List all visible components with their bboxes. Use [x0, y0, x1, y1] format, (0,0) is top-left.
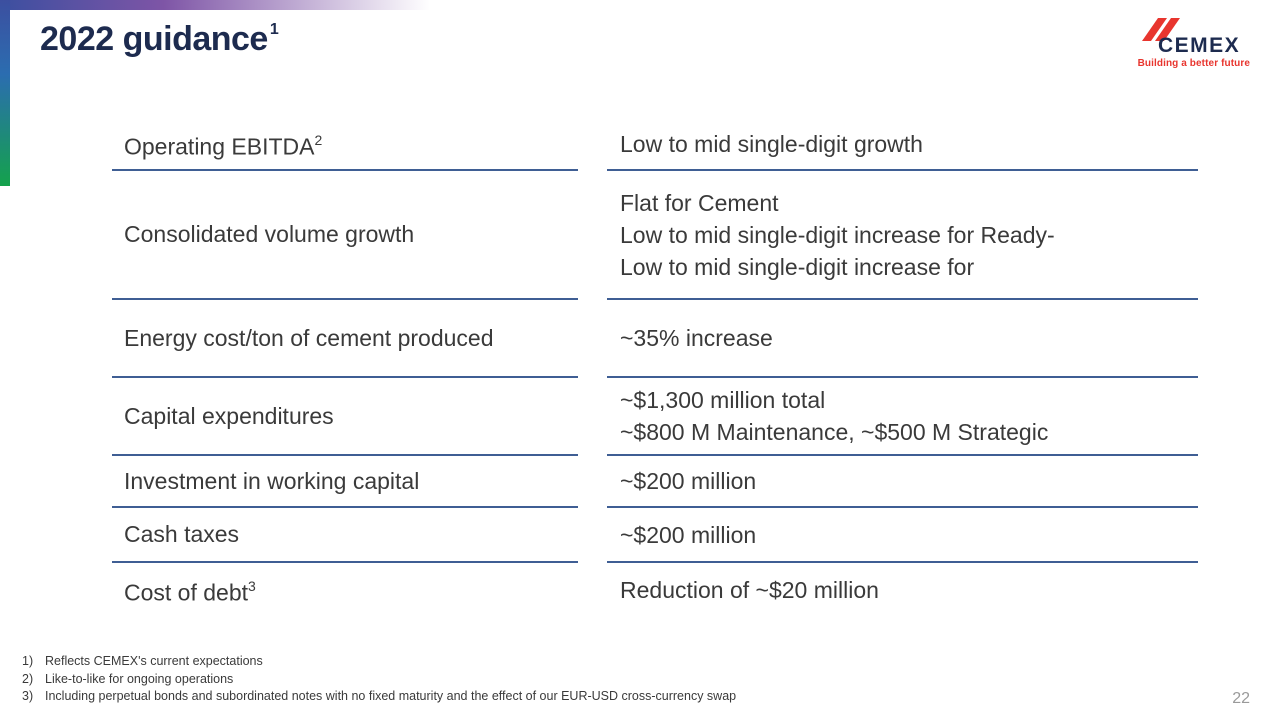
- row-value: ~35% increase: [607, 300, 1198, 378]
- row-value-line: Flat for Cement: [620, 189, 779, 216]
- row-label-superscript: 3: [248, 577, 256, 594]
- row-label: Cost of debt3: [112, 563, 578, 617]
- table-row: Cost of debt3 Reduction of ~$20 million: [112, 563, 1198, 617]
- page-title-superscript: 1: [269, 20, 279, 38]
- logo-slash-icon: [1142, 18, 1167, 41]
- row-value: ~$200 million: [607, 508, 1198, 563]
- top-accent-bar: [0, 0, 430, 10]
- footnote: 2) Like-to-like for ongoing operations: [22, 671, 736, 689]
- cemex-logo: CEMEX Building a better future: [1122, 14, 1250, 69]
- row-value-line: ~$200 million: [620, 521, 757, 548]
- table-row: Operating EBITDA2 Low to mid single-digi…: [112, 119, 1198, 171]
- footnote-text: Including perpetual bonds and subordinat…: [45, 689, 737, 703]
- row-value: Flat for Cement Low to mid single-digit i…: [607, 171, 1198, 300]
- row-label: Consolidated volume growth: [112, 171, 578, 300]
- row-value-line: ~$800 M Maintenance, ~$500 M Strategic: [620, 419, 1049, 445]
- footnote-number: 2): [22, 671, 34, 686]
- row-value-line: ~35% increase: [620, 325, 773, 351]
- page-title: 2022 guidance 1: [40, 20, 279, 59]
- row-label: Capital expenditures: [112, 378, 578, 456]
- table-row: Investment in working capital ~$200 mill…: [112, 456, 1198, 508]
- row-label-text: Capital expenditures: [124, 402, 334, 429]
- footnote-number: 3): [22, 689, 34, 703]
- footnotes: 1) Reflects CEMEX's current expectations…: [22, 653, 736, 706]
- table-row: Cash taxes ~$200 million: [112, 508, 1198, 563]
- row-value-line: Low to mid single-digit increase for Rea…: [620, 221, 1055, 248]
- row-value-line: Low to mid single-digit increase for: [620, 253, 975, 280]
- cemex-logo-mark: CEMEX: [1142, 18, 1240, 57]
- row-value: Low to mid single-digit growth: [607, 119, 1198, 171]
- row-label: Cash taxes: [112, 508, 578, 563]
- row-label-text: Operating EBITDA: [124, 133, 315, 160]
- row-value-line: ~$200 million: [620, 468, 757, 494]
- row-label-text: Cash taxes: [124, 521, 240, 547]
- row-value-line: ~$1,300 million total: [620, 387, 826, 413]
- footnote: 1) Reflects CEMEX's current expectations: [22, 653, 736, 671]
- row-label-text: Consolidated volume growth: [124, 221, 415, 247]
- page-title-text: 2022 guidance: [40, 20, 268, 58]
- row-value: ~$200 million: [607, 456, 1198, 508]
- row-label: Investment in working capital: [112, 456, 578, 508]
- row-label-superscript: 2: [314, 131, 323, 148]
- page-number: 22: [1232, 690, 1250, 707]
- row-label-text: Energy cost/ton of cement produced: [124, 324, 494, 351]
- logo-slash-icon: [1155, 18, 1180, 41]
- row-value-line: Reduction of ~$20 million: [620, 577, 879, 603]
- row-label-text: Cost of debt: [124, 579, 249, 606]
- row-value: Reduction of ~$20 million: [607, 563, 1198, 617]
- row-value-line: Low to mid single-digit growth: [620, 131, 923, 157]
- row-value: ~$1,300 million total ~$800 M Maintenance…: [607, 378, 1198, 456]
- footnote: 3) Including perpetual bonds and subordi…: [22, 688, 736, 706]
- row-label-text: Investment in working capital: [124, 467, 420, 494]
- footnote-text: Like-to-like for ongoing operations: [45, 671, 234, 686]
- left-accent-bar: [0, 0, 10, 186]
- table-row: Consolidated volume growth Flat for Ceme…: [112, 171, 1198, 300]
- table-row: Capital expenditures ~$1,300 million tot…: [112, 378, 1198, 456]
- logo-wordmark: CEMEX: [1158, 34, 1240, 56]
- guidance-table: Operating EBITDA2 Low to mid single-digi…: [112, 119, 1198, 617]
- logo-tagline: Building a better future: [1137, 58, 1250, 69]
- footnote-text: Reflects CEMEX's current expectations: [45, 654, 263, 668]
- row-label: Energy cost/ton of cement produced: [112, 300, 578, 378]
- table-row: Energy cost/ton of cement produced ~35% …: [112, 300, 1198, 378]
- row-label: Operating EBITDA2: [112, 119, 578, 171]
- footnote-number: 1): [22, 654, 34, 668]
